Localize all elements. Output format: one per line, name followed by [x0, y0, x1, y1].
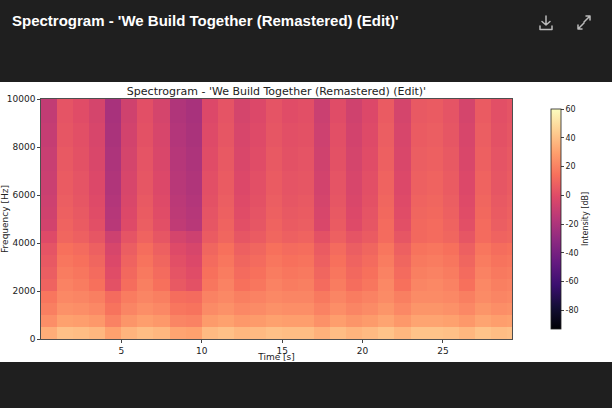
svg-text:-80: -80 [566, 306, 579, 315]
svg-text:0: 0 [566, 191, 571, 200]
svg-text:-20: -20 [566, 220, 579, 229]
svg-text:0: 0 [30, 334, 36, 344]
svg-text:-60: -60 [566, 277, 579, 286]
svg-text:5: 5 [119, 346, 125, 356]
svg-text:10000: 10000 [7, 94, 36, 104]
svg-text:20: 20 [566, 162, 576, 171]
svg-text:15: 15 [276, 346, 287, 356]
svg-text:Frequency [Hz]: Frequency [Hz] [0, 185, 10, 253]
svg-text:-40: -40 [566, 249, 579, 258]
svg-text:6000: 6000 [12, 190, 35, 200]
svg-text:2000: 2000 [12, 286, 35, 296]
svg-text:Time [s]: Time [s] [257, 352, 295, 362]
svg-text:60: 60 [566, 105, 576, 114]
svg-text:40: 40 [566, 134, 576, 143]
svg-text:10: 10 [196, 346, 208, 356]
svg-text:20: 20 [357, 346, 369, 356]
svg-text:8000: 8000 [12, 142, 35, 152]
svg-text:25: 25 [437, 346, 448, 356]
svg-text:Spectrogram - 'We Build Togeth: Spectrogram - 'We Build Together (Remast… [127, 85, 426, 98]
html-text:Spectrogram - 'We Build Togeth: Spectrogram - 'We Build Together (Remast… [12, 12, 399, 29]
svg-text:4000: 4000 [12, 238, 35, 248]
svg-text:Intensity [dB]: Intensity [dB] [581, 192, 590, 246]
